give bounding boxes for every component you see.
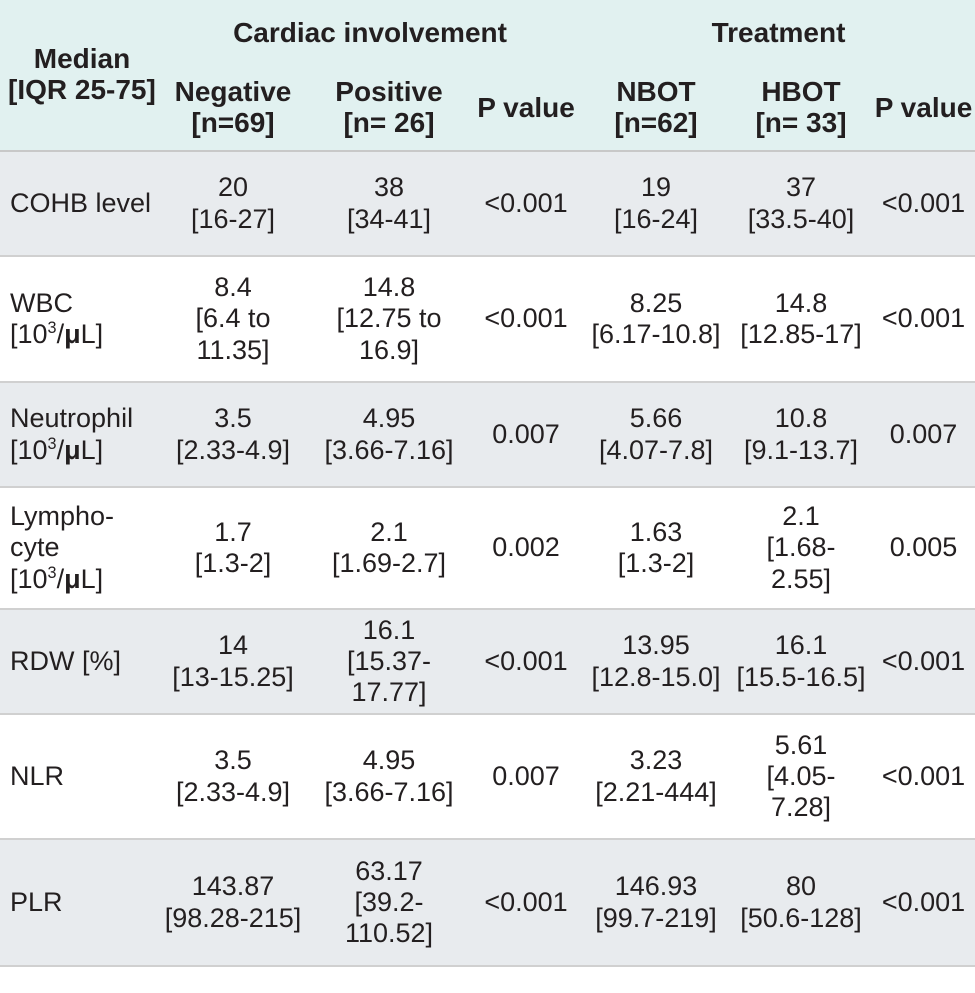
table-cell: <0.001 xyxy=(470,151,582,256)
table-cell: <0.001 xyxy=(872,609,975,714)
table-row: Neutrophil [103/μL] 3.5 [2.33-4.9] 4.95 [… xyxy=(0,382,975,487)
table-row: WBC [103/μL] 8.4 [6.4 to 11.35] 14.8 [12.… xyxy=(0,256,975,382)
row-label: COHB level xyxy=(0,151,158,256)
unit-label: [103/μL] xyxy=(10,319,104,349)
table-row: NLR 3.5 [2.33-4.9] 4.95 [3.66-7.16] 0.00… xyxy=(0,714,975,839)
table-cell: 1.7 [1.3-2] xyxy=(194,516,272,578)
table-cell: 5.66 [4.07-7.8] xyxy=(582,382,730,487)
table-cell: 2.1 [1.68- 2.55] xyxy=(766,501,836,594)
table-cell: 14.8 [12.75 to 16.9] xyxy=(336,272,442,365)
table-cell: 4.95 [3.66-7.16] xyxy=(308,382,470,487)
table-cell: 5.61 [4.05- 7.28] xyxy=(766,729,836,823)
stub-header-line1: Median xyxy=(33,43,131,75)
table-cell: 143.87 [98.28-215] xyxy=(158,839,308,966)
group-header-treatment: Treatment xyxy=(582,0,975,66)
row-label: NLR xyxy=(10,760,65,791)
table-cell: 2.1 [1.69-2.7] xyxy=(331,516,447,578)
table-cell: 16.1 [15.37-17.77] xyxy=(308,609,470,714)
table-cell: 0.002 xyxy=(492,532,560,563)
table-cell: 14.8 [12.85-17] xyxy=(740,287,862,349)
table-cell: 19 [16-24] xyxy=(582,151,730,256)
table-cell: 3.5 [2.33-4.9] xyxy=(158,382,308,487)
table-cell: <0.001 xyxy=(470,839,582,966)
table-cell: 4.95 [3.66-7.16] xyxy=(324,745,454,807)
table-cell: 8.25 [6.17-10.8] xyxy=(591,287,721,349)
table-row: RDW [%] 14 [13-15.25] 16.1 [15.37-17.77]… xyxy=(0,609,975,714)
table-cell: 146.93 [99.7-219] xyxy=(582,839,730,966)
table-cell: 37 [33.5-40] xyxy=(730,151,872,256)
row-label: RDW [%] xyxy=(0,609,158,714)
table-header: Median [IQR 25-75] Cardiac involvement T… xyxy=(0,0,975,151)
table-cell: 0.007 xyxy=(492,760,560,791)
table-cell: 14 [13-15.25] xyxy=(158,609,308,714)
stub-header: Median [IQR 25-75] xyxy=(0,0,158,151)
stub-header-line2: [IQR 25-75] xyxy=(8,74,156,105)
table-cell: 0.007 xyxy=(872,382,975,487)
table-cell: <0.001 xyxy=(881,760,966,791)
table-cell: 20 [16-27] xyxy=(158,151,308,256)
table-cell: <0.001 xyxy=(881,303,966,334)
table-cell: 80 [50.6-128] xyxy=(730,839,872,966)
table-row: Lympho- cyte [103/μL] 1.7 [1.3-2] 2.1 [1.… xyxy=(0,487,975,609)
table-cell: 1.63 [1.3-2] xyxy=(617,516,695,578)
column-header: Positive [n= 26] xyxy=(308,66,470,151)
table-cell: 3.23 [2.21-444] xyxy=(595,745,717,807)
table-cell: 38 [34-41] xyxy=(308,151,470,256)
table-row: PLR 143.87 [98.28-215] 63.17 [39.2- 110.… xyxy=(0,839,975,966)
table-row: COHB level 20 [16-27] 38 [34-41] <0.001 … xyxy=(0,151,975,256)
unit-label: [103/μL] xyxy=(10,434,104,465)
unit-label: [103/μL] xyxy=(10,563,104,594)
table-cell: 8.4 [6.4 to 11.35] xyxy=(195,272,271,365)
row-label: Lympho- cyte [103/μL] xyxy=(10,501,115,594)
table-cell: 10.8 [9.1-13.7] xyxy=(730,382,872,487)
column-header: P value xyxy=(872,66,975,151)
row-label: Neutrophil [103/μL] xyxy=(0,382,158,487)
table-cell: 13.95 [12.8-15.0] xyxy=(582,609,730,714)
table-body: COHB level 20 [16-27] 38 [34-41] <0.001 … xyxy=(0,151,975,966)
column-header: Negative [n=69] xyxy=(158,66,308,151)
row-label: PLR xyxy=(0,839,158,966)
table-cell: 16.1 [15.5-16.5] xyxy=(730,609,872,714)
column-header: NBOT [n=62] xyxy=(582,66,730,151)
group-header-cardiac: Cardiac involvement xyxy=(158,0,582,66)
table-cell: <0.001 xyxy=(470,609,582,714)
table-cell: 63.17 [39.2- 110.52] xyxy=(308,839,470,966)
table-cell: 0.007 xyxy=(470,382,582,487)
table-cell: 3.5 [2.33-4.9] xyxy=(175,745,291,807)
column-header: P value xyxy=(470,66,582,151)
table-cell: 0.005 xyxy=(889,532,958,563)
column-header: HBOT [n= 33] xyxy=(730,66,872,151)
row-label: WBC [103/μL] xyxy=(10,287,104,349)
table-cell: <0.001 xyxy=(484,303,568,334)
table-cell: <0.001 xyxy=(872,839,975,966)
table-cell: <0.001 xyxy=(872,151,975,256)
results-table: Median [IQR 25-75] Cardiac involvement T… xyxy=(0,0,975,966)
